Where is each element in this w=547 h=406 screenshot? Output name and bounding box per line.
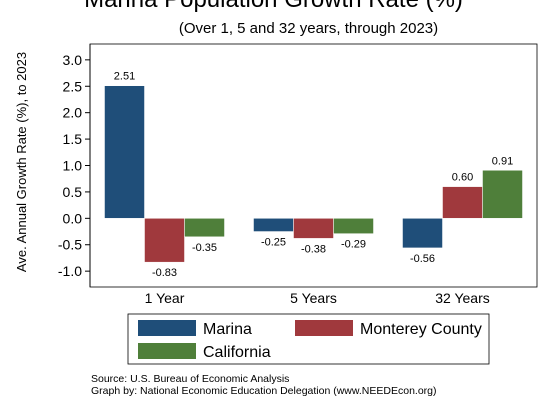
x-tick-label: 32 Years	[435, 290, 490, 306]
bar-marina	[104, 85, 145, 219]
source-line-2: Graph by: National Economic Education De…	[91, 385, 437, 397]
bar-monterey-county	[293, 218, 334, 239]
source-note: Source: U.S. Bureau of Economic Analysis…	[91, 373, 437, 397]
y-tick-label: 1.5	[63, 131, 83, 147]
data-label: 0.91	[492, 155, 513, 167]
chart-title: Marina Population Growth Rate (%)	[0, 0, 547, 14]
bar-monterey-county	[442, 186, 483, 219]
bar-california	[482, 170, 523, 219]
bar-monterey-county	[144, 218, 185, 263]
bar-california	[333, 218, 374, 234]
y-tick-label: 0.0	[63, 210, 83, 226]
y-tick-label: 2.0	[63, 105, 83, 121]
data-label: -0.83	[152, 267, 177, 279]
data-label: -0.38	[301, 243, 326, 255]
data-label: -0.25	[261, 237, 286, 249]
y-tick-label: 2.5	[63, 78, 83, 94]
source-line-1: Source: U.S. Bureau of Economic Analysis	[91, 373, 290, 385]
bar-marina	[402, 218, 443, 249]
legend-swatch	[138, 320, 196, 336]
y-tick-label: -0.5	[58, 237, 82, 253]
y-tick-label: -1.0	[58, 263, 82, 279]
x-tick-label: 5 Years	[290, 290, 337, 306]
bar-marina	[253, 218, 294, 232]
legend-label: Marina	[203, 321, 252, 338]
data-label: -0.29	[341, 239, 366, 251]
data-label: -0.35	[192, 242, 217, 254]
legend-swatch	[295, 320, 353, 336]
chart-subtitle: (Over 1, 5 and 32 years, through 2023)	[178, 20, 439, 37]
data-label: -0.56	[410, 253, 435, 265]
x-tick-label: 1 Year	[145, 290, 185, 306]
legend-label: California	[203, 344, 271, 361]
data-label: 2.51	[114, 71, 135, 83]
y-tick-label: 0.5	[63, 184, 83, 200]
bar-california	[184, 218, 225, 238]
legend-label: Monterey County	[360, 321, 482, 338]
y-tick-label: 3.0	[63, 52, 83, 68]
data-label: 0.60	[452, 172, 473, 184]
y-tick-label: 1.0	[63, 158, 83, 174]
legend-swatch	[138, 343, 196, 359]
y-axis-label: Ave. Annual Growth Rate (%), to 2023	[14, 52, 29, 272]
